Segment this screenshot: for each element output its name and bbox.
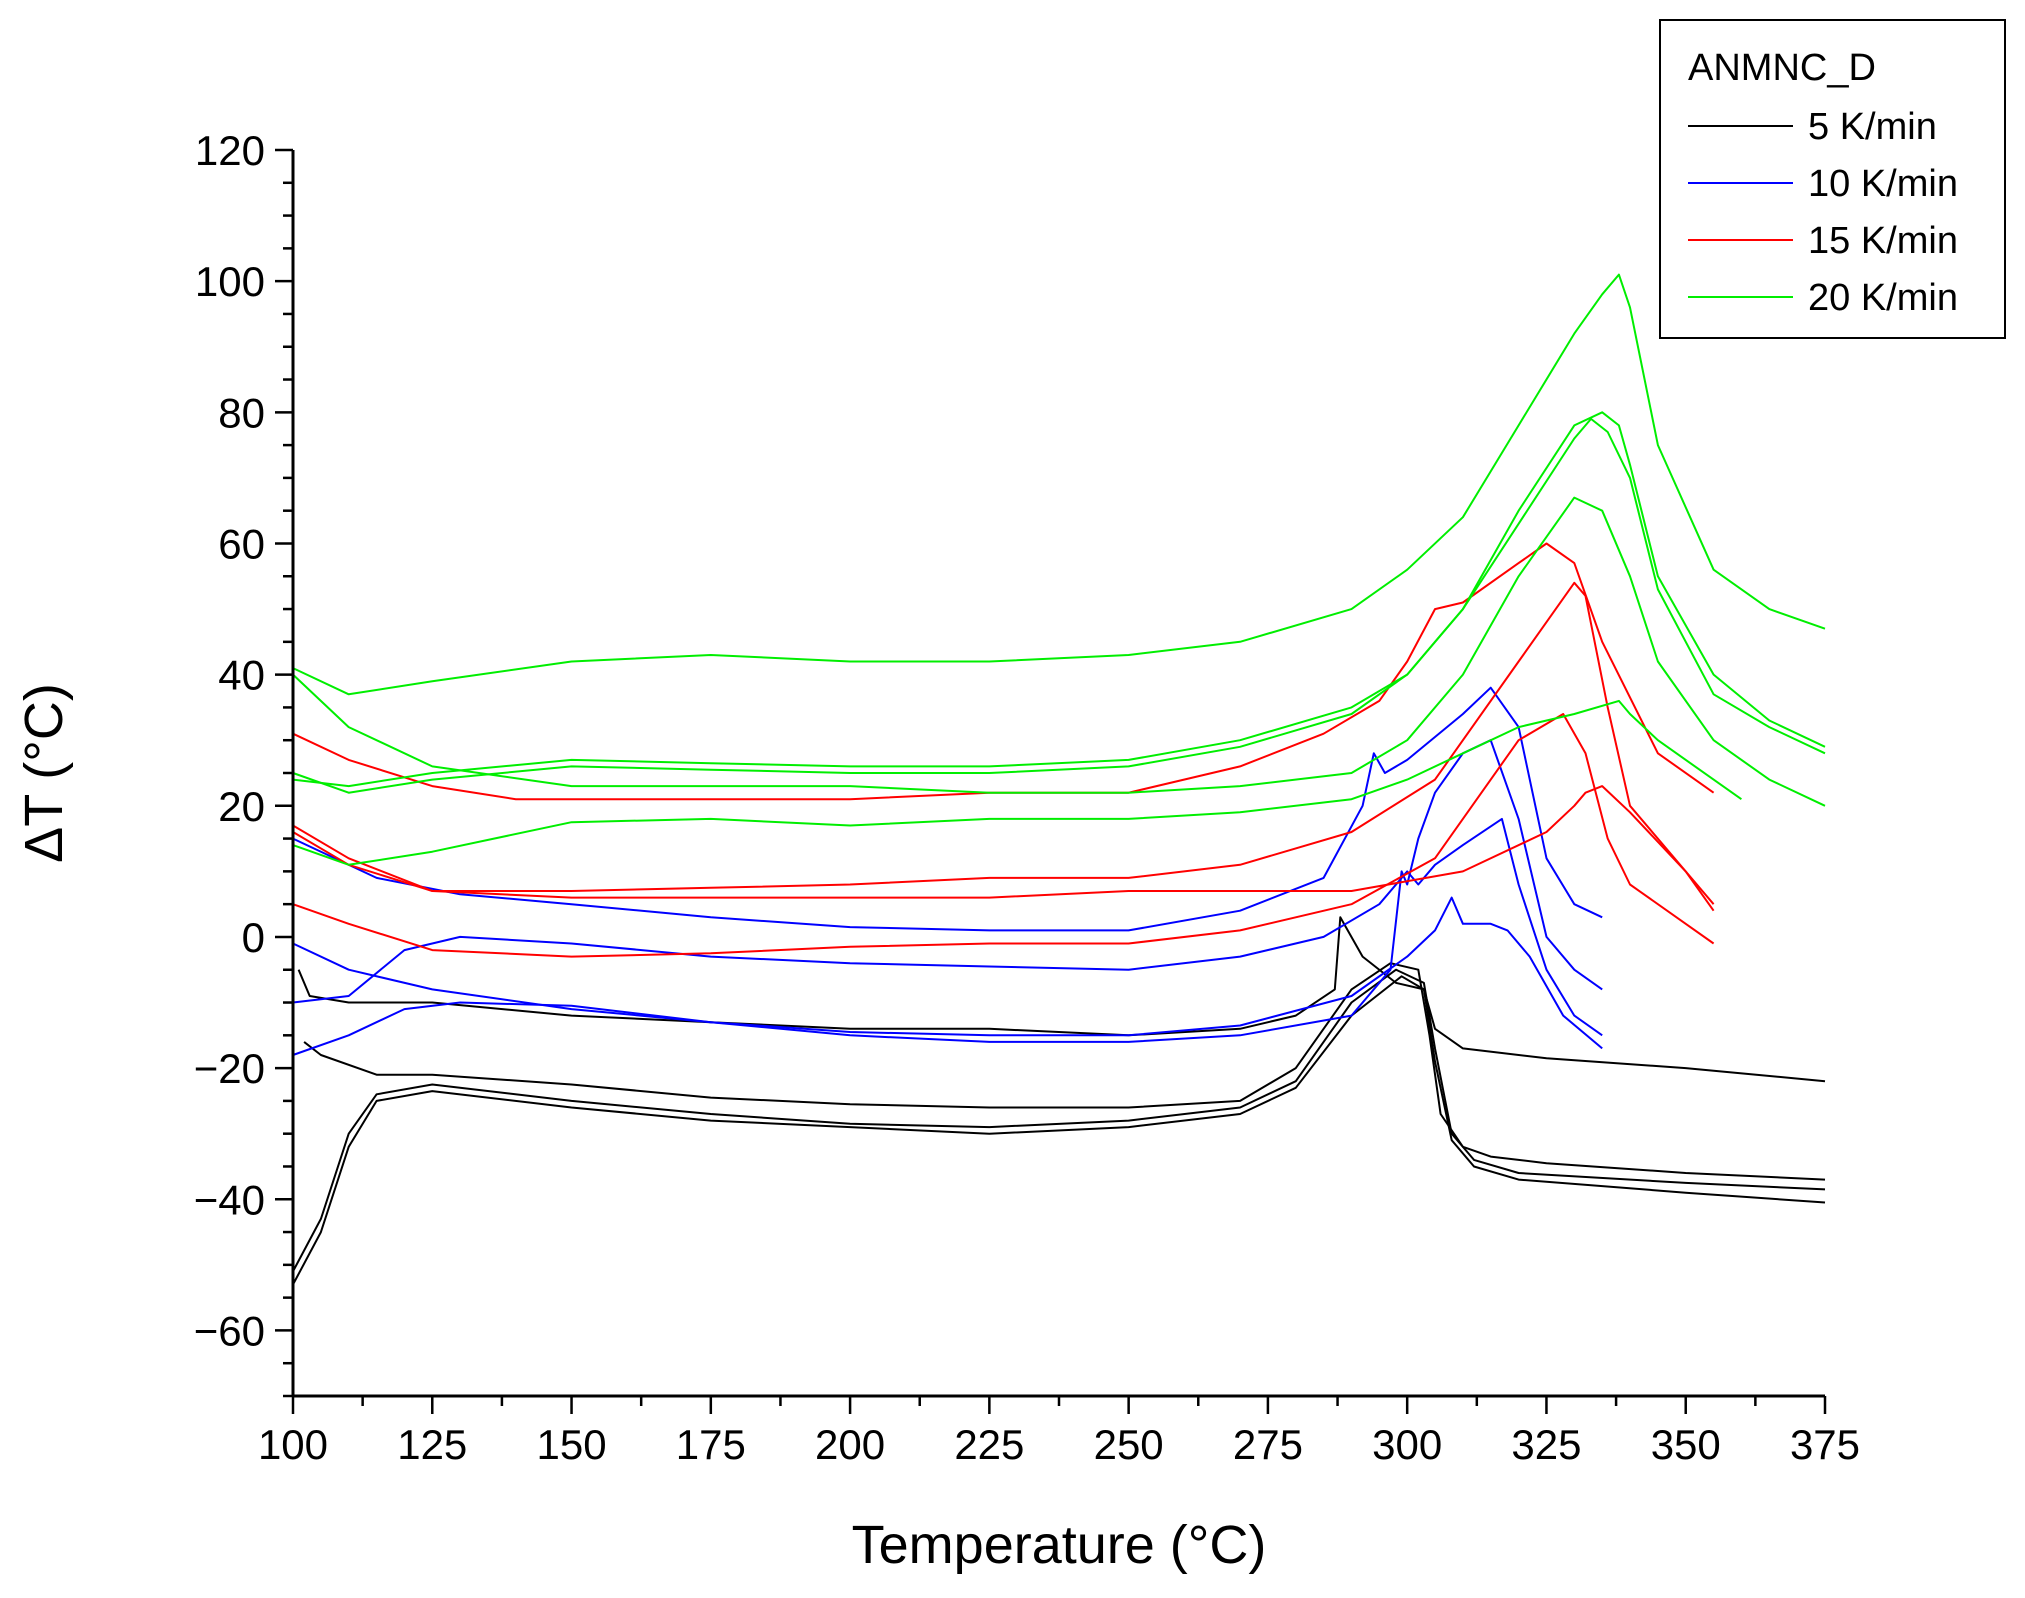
legend-title: ANMNC_D bbox=[1688, 47, 1876, 89]
series-line-7 bbox=[292, 817, 1603, 1037]
legend-label: 15 K/min bbox=[1808, 220, 1958, 262]
series-line-5 bbox=[292, 686, 1603, 932]
series-line-3 bbox=[292, 968, 1826, 1272]
series-line-14 bbox=[292, 411, 1826, 788]
x-tick-label: 225 bbox=[954, 1421, 1024, 1468]
y-tick-label: 80 bbox=[218, 389, 265, 436]
x-tick-label: 175 bbox=[676, 1421, 746, 1468]
x-axis-title: Temperature (°C) bbox=[852, 1515, 1267, 1575]
series-line-11 bbox=[292, 581, 1715, 912]
x-tick-label: 350 bbox=[1651, 1421, 1721, 1468]
x-tick-label: 200 bbox=[815, 1421, 885, 1468]
x-tick-label: 375 bbox=[1790, 1421, 1860, 1468]
y-tick-label: −20 bbox=[194, 1045, 265, 1092]
y-axis-title: ΔT (°C) bbox=[14, 683, 74, 863]
legend-label: 5 K/min bbox=[1808, 106, 1937, 148]
x-tick-label: 275 bbox=[1233, 1421, 1303, 1468]
plot-lines bbox=[292, 273, 1826, 1285]
series-line-16 bbox=[292, 496, 1826, 807]
series-line-2 bbox=[303, 962, 1826, 1181]
series-line-1 bbox=[297, 916, 1826, 1083]
series-line-6 bbox=[292, 739, 1603, 1043]
series-line-17 bbox=[292, 699, 1742, 866]
legend-box bbox=[1659, 19, 2006, 339]
x-tick-label: 250 bbox=[1094, 1421, 1164, 1468]
y-tick-label: 0 bbox=[242, 914, 265, 961]
y-tick-label: 100 bbox=[195, 258, 265, 305]
axes bbox=[291, 150, 1825, 1398]
x-tick-label: 150 bbox=[537, 1421, 607, 1468]
y-tick-label: −60 bbox=[194, 1307, 265, 1354]
y-ticks: −60 −40 −20 0 20 40 60 80 100 120 bbox=[194, 127, 293, 1398]
y-tick-label: 120 bbox=[195, 127, 265, 174]
legend-label: 20 K/min bbox=[1808, 277, 1958, 319]
x-tick-label: 100 bbox=[258, 1421, 328, 1468]
series-line-8 bbox=[292, 896, 1603, 1056]
legend: ANMNC_D 5 K/min 10 K/min 15 K/min 20 K/min bbox=[1659, 19, 2006, 339]
series-line-9 bbox=[292, 542, 1715, 801]
series-line-15 bbox=[292, 417, 1826, 794]
series-line-13 bbox=[292, 273, 1826, 696]
x-tick-label: 325 bbox=[1511, 1421, 1581, 1468]
y-tick-label: 60 bbox=[218, 520, 265, 567]
y-tick-label: 40 bbox=[218, 652, 265, 699]
legend-label: 10 K/min bbox=[1808, 163, 1958, 205]
x-tick-label: 300 bbox=[1372, 1421, 1442, 1468]
series-line-4 bbox=[292, 975, 1826, 1285]
series-line-12 bbox=[292, 713, 1715, 958]
y-tick-label: −40 bbox=[194, 1176, 265, 1223]
x-ticks: 100 125 150 175 200 225 250 275 300 325 350 375 bbox=[258, 1396, 1860, 1468]
series-line-10 bbox=[292, 785, 1715, 905]
x-tick-label: 125 bbox=[397, 1421, 467, 1468]
y-tick-label: 20 bbox=[218, 783, 265, 830]
